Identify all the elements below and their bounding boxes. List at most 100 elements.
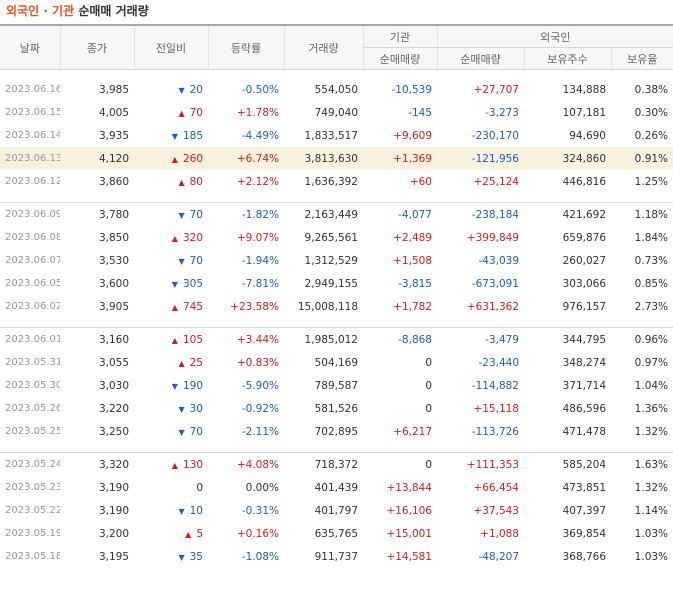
table-row: 2023.05.30 3,030 ▼ 190 -5.90% 789,587 0 -114,88…: [0, 374, 673, 397]
down-arrow-icon: ▼: [178, 210, 185, 220]
table-row: 2023.05.26 3,220 ▼ 30 -0.92% 581,526 0 +15,118 4…: [0, 397, 673, 420]
cell-foreign-net: +37,543: [473, 504, 519, 517]
cell-rate: +0.83%: [236, 356, 279, 369]
cell-foreign-ratio: 0.97%: [634, 356, 669, 369]
cell-foreign-holdings: 471,478: [562, 425, 606, 438]
change-value: 260: [182, 152, 203, 165]
cell-change: ▲ 5: [134, 522, 208, 545]
group-spacer: [0, 318, 673, 328]
cell-rate: -1.08%: [241, 550, 279, 563]
cell-foreign-net: -48,207: [478, 550, 519, 563]
cell-change: ▼ 305: [134, 272, 208, 295]
cell-change: ▼ 190: [134, 374, 208, 397]
cell-foreign-net: +1,088: [480, 527, 519, 540]
cell-foreign-ratio: 1.14%: [634, 504, 669, 517]
cell-foreign-holdings: 94,690: [569, 129, 606, 142]
cell-inst-net: +9,609: [393, 129, 432, 142]
change-value: 130: [182, 458, 203, 471]
cell-volume: 911,737: [314, 550, 358, 563]
change-value: 745: [182, 300, 203, 313]
cell-date: 2023.06.13: [0, 147, 60, 170]
cell-rate: -5.90%: [241, 379, 279, 392]
cell-foreign-net: +399,849: [466, 231, 519, 244]
up-arrow-icon: ▲: [171, 302, 178, 312]
group-spacer: [0, 443, 673, 453]
down-arrow-icon: ▼: [171, 131, 178, 141]
cell-change: 0: [134, 476, 208, 499]
col-header-date: 날짜: [0, 24, 60, 70]
cell-change: ▼ 20: [134, 78, 208, 101]
cell-inst-net: -10,539: [391, 83, 432, 96]
cell-date: 2023.06.14: [5, 130, 60, 141]
cell-foreign-ratio: 0.73%: [634, 254, 669, 267]
down-arrow-icon: ▼: [178, 256, 185, 266]
cell-volume: 9,265,561: [304, 231, 358, 244]
cell-inst-net: +14,581: [386, 550, 432, 563]
change-value: 70: [189, 254, 203, 267]
change-value: 70: [189, 208, 203, 221]
cell-date: 2023.06.05: [5, 278, 60, 289]
col-header-foreign-net: 순매매량: [436, 47, 524, 70]
cell-rate: +4.08%: [236, 458, 279, 471]
table-row: 2023.06.13 4,120 ▲ 260 +6.74% 3,813,630 +1,369…: [0, 147, 673, 170]
cell-foreign-holdings: 324,860: [524, 147, 611, 170]
table-row: 2023.05.22 3,190 ▼ 10 -0.31% 401,797 +16,106 +3…: [0, 499, 673, 522]
cell-foreign-ratio: 1.18%: [634, 208, 669, 221]
down-arrow-icon: ▼: [171, 381, 178, 391]
cell-foreign-ratio: 1.03%: [634, 527, 669, 540]
cell-foreign-holdings: 407,397: [562, 504, 606, 517]
cell-rate: +0.16%: [236, 527, 279, 540]
table-row: 2023.05.18 3,195 ▼ 35 -1.08% 911,737 +14,581 -4…: [0, 545, 673, 568]
page-title: 외국인 · 기관 순매매 거래량: [0, 0, 673, 24]
down-arrow-icon: ▼: [178, 85, 185, 95]
table-row: 2023.05.25 3,250 ▼ 70 -2.11% 702,895 +6,217 -11…: [0, 420, 673, 443]
cell-foreign-holdings: 107,181: [562, 106, 606, 119]
table-row: 2023.06.16 3,985 ▼ 20 -0.50% 554,050 -10,539 +2…: [0, 78, 673, 101]
cell-close: 3,850: [98, 231, 129, 244]
down-arrow-icon: ▼: [178, 552, 185, 562]
cell-inst-net: +60: [409, 175, 432, 188]
cell-inst-net: -4,077: [398, 208, 432, 221]
change-value: 105: [182, 333, 203, 346]
cell-date: 2023.06.07: [5, 255, 60, 266]
cell-rate: +23.58%: [230, 300, 279, 313]
col-header-foreign-ratio: 보유율: [610, 47, 673, 70]
cell-volume: 554,050: [314, 83, 358, 96]
cell-change: ▲ 320: [134, 226, 208, 249]
cell-foreign-ratio: 1.36%: [634, 402, 669, 415]
up-arrow-icon: ▲: [171, 335, 178, 345]
cell-volume: 749,040: [314, 106, 358, 119]
col-header-foreign: 외국인: [436, 24, 673, 48]
cell-date: 2023.05.24: [5, 459, 60, 470]
change-value: 10: [189, 504, 203, 517]
col-header-inst-net: 순매매량: [362, 47, 437, 70]
cell-date: 2023.05.25: [5, 426, 60, 437]
cell-foreign-net: -113,726: [471, 425, 519, 438]
cell-inst-net: +2,489: [393, 231, 432, 244]
cell-date: 2023.05.31: [5, 357, 60, 368]
cell-close: 3,780: [98, 208, 129, 221]
cell-date: 2023.06.16: [5, 84, 60, 95]
cell-date: 2023.05.23: [5, 482, 60, 493]
cell-foreign-holdings: 369,854: [562, 527, 606, 540]
cell-foreign-net: +27,707: [473, 83, 519, 96]
up-arrow-icon: ▲: [178, 358, 185, 368]
change-value: 25: [189, 356, 203, 369]
change-value: 305: [182, 277, 203, 290]
cell-foreign-ratio: 1.04%: [634, 379, 669, 392]
up-arrow-icon: ▲: [171, 233, 178, 243]
up-arrow-icon: ▲: [171, 154, 178, 164]
cell-inst-net: +1,369: [363, 147, 437, 170]
cell-foreign-holdings: 446,816: [562, 175, 606, 188]
up-arrow-icon: ▲: [178, 177, 185, 187]
change-value: 5: [196, 527, 203, 540]
cell-foreign-net: -230,170: [471, 129, 519, 142]
down-arrow-icon: ▼: [178, 506, 185, 516]
cell-foreign-net: -238,184: [471, 208, 519, 221]
table-row: 2023.05.19 3,200 ▲ 5 +0.16% 635,765 +15,001 +1,…: [0, 522, 673, 545]
cell-change: ▼ 10: [134, 499, 208, 522]
table-row: 2023.06.05 3,600 ▼ 305 -7.81% 2,949,155 -3,815…: [0, 272, 673, 295]
change-value: 70: [189, 106, 203, 119]
cell-foreign-ratio: 1.63%: [634, 458, 669, 471]
change-value: 70: [189, 425, 203, 438]
